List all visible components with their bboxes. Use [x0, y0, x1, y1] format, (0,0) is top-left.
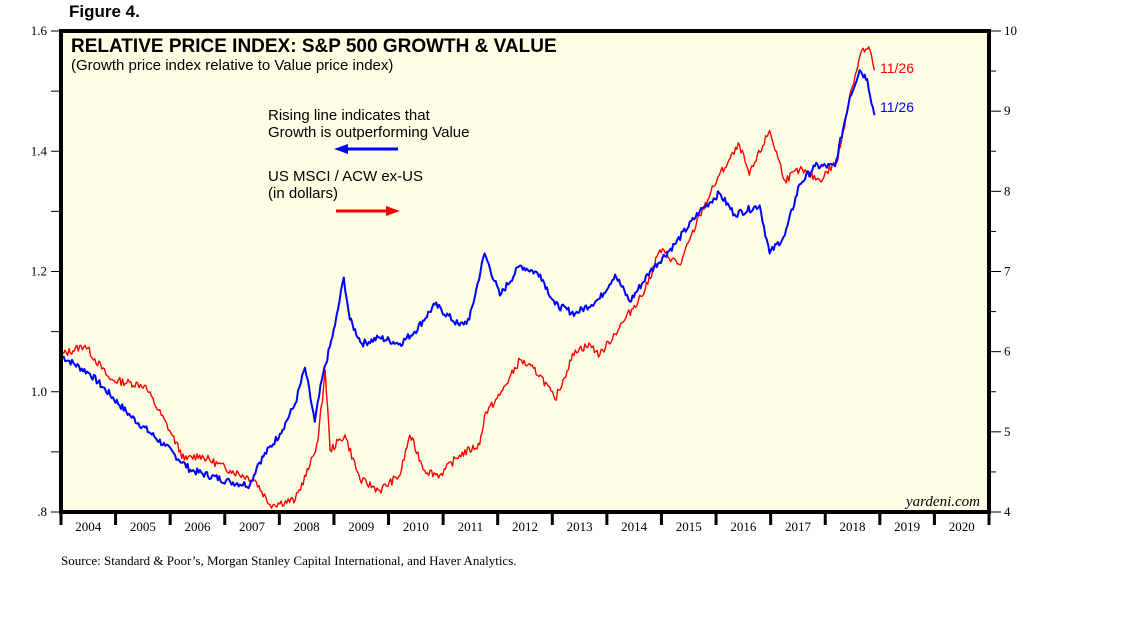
- x-axis-tick-label: 2006: [184, 519, 211, 534]
- arrow-right-icon: [336, 206, 400, 216]
- blue-end-label: 11/26: [880, 99, 914, 115]
- right-axis-tick-label: 4: [1004, 504, 1011, 519]
- plot-area: [61, 31, 989, 512]
- right-axis-tick-label: 9: [1004, 103, 1011, 118]
- annotation-blue: Rising line indicates that Growth is out…: [268, 107, 469, 154]
- right-axis-tick-label: 7: [1004, 264, 1011, 279]
- x-axis-tick-label: 2016: [730, 519, 757, 534]
- x-axis-tick-label: 2020: [949, 519, 975, 534]
- chart-title: RELATIVE PRICE INDEX: S&P 500 GROWTH & V…: [71, 36, 557, 57]
- left-axis-tick-label: 1.2: [31, 264, 47, 279]
- left-axis-tick-label: 1.0: [31, 384, 47, 399]
- chart-subtitle: (Growth price index relative to Value pr…: [71, 57, 393, 74]
- x-axis-tick-label: 2013: [567, 519, 593, 534]
- x-axis-tick-label: 2004: [75, 519, 102, 534]
- x-axis-tick-label: 2015: [676, 519, 702, 534]
- annotation-blue-line2: Growth is outperforming Value: [268, 124, 469, 141]
- x-axis-tick-label: 2012: [512, 519, 538, 534]
- arrow-left-icon: [334, 144, 398, 154]
- x-axis-tick-label: 2018: [840, 519, 866, 534]
- right-axis: 4 5 6 7 8 9 10: [989, 23, 1017, 519]
- source-note: Source: Standard & Poor’s, Morgan Stanle…: [61, 553, 517, 568]
- x-axis-tick-label: 2008: [294, 519, 320, 534]
- right-axis-tick-label: 8: [1004, 183, 1011, 198]
- x-axis-tick-label: 2005: [130, 519, 156, 534]
- annotation-blue-line1: Rising line indicates that: [268, 107, 431, 124]
- left-axis-tick-label: 1.4: [31, 143, 48, 158]
- right-axis-tick-label: 6: [1004, 344, 1011, 359]
- growth-value-line: [60, 69, 876, 490]
- us-acw-line: [60, 46, 876, 509]
- annotation-red-line2: (in dollars): [268, 185, 338, 202]
- x-axis-tick-label: 2017: [785, 519, 812, 534]
- right-axis-tick-label: 10: [1004, 23, 1017, 38]
- x-axis: 2004 2005 2006 2007 2008 2009 2010 2011 2012 2013…: [59, 512, 991, 534]
- x-axis-tick-label: 2019: [894, 519, 920, 534]
- left-axis-tick-label: 1.6: [31, 23, 48, 38]
- watermark: yardeni.com: [904, 494, 980, 510]
- x-axis-tick-label: 2009: [348, 519, 374, 534]
- left-axis: .8 1.0 1.2 1.4 1.6: [31, 23, 61, 519]
- right-axis-tick-label: 5: [1004, 424, 1011, 439]
- figure-label: Figure 4.: [69, 2, 140, 21]
- left-axis-tick-label: .8: [37, 504, 47, 519]
- annotation-red: US MSCI / ACW ex-US (in dollars): [268, 168, 423, 216]
- x-axis-tick-label: 2014: [621, 519, 648, 534]
- series-layer: [60, 46, 876, 509]
- annotation-red-line1: US MSCI / ACW ex-US: [268, 168, 423, 185]
- x-axis-tick-label: 2007: [239, 519, 266, 534]
- x-axis-tick-label: 2011: [458, 519, 484, 534]
- red-end-label: 11/26: [880, 60, 914, 76]
- x-axis-tick-label: 2010: [403, 519, 429, 534]
